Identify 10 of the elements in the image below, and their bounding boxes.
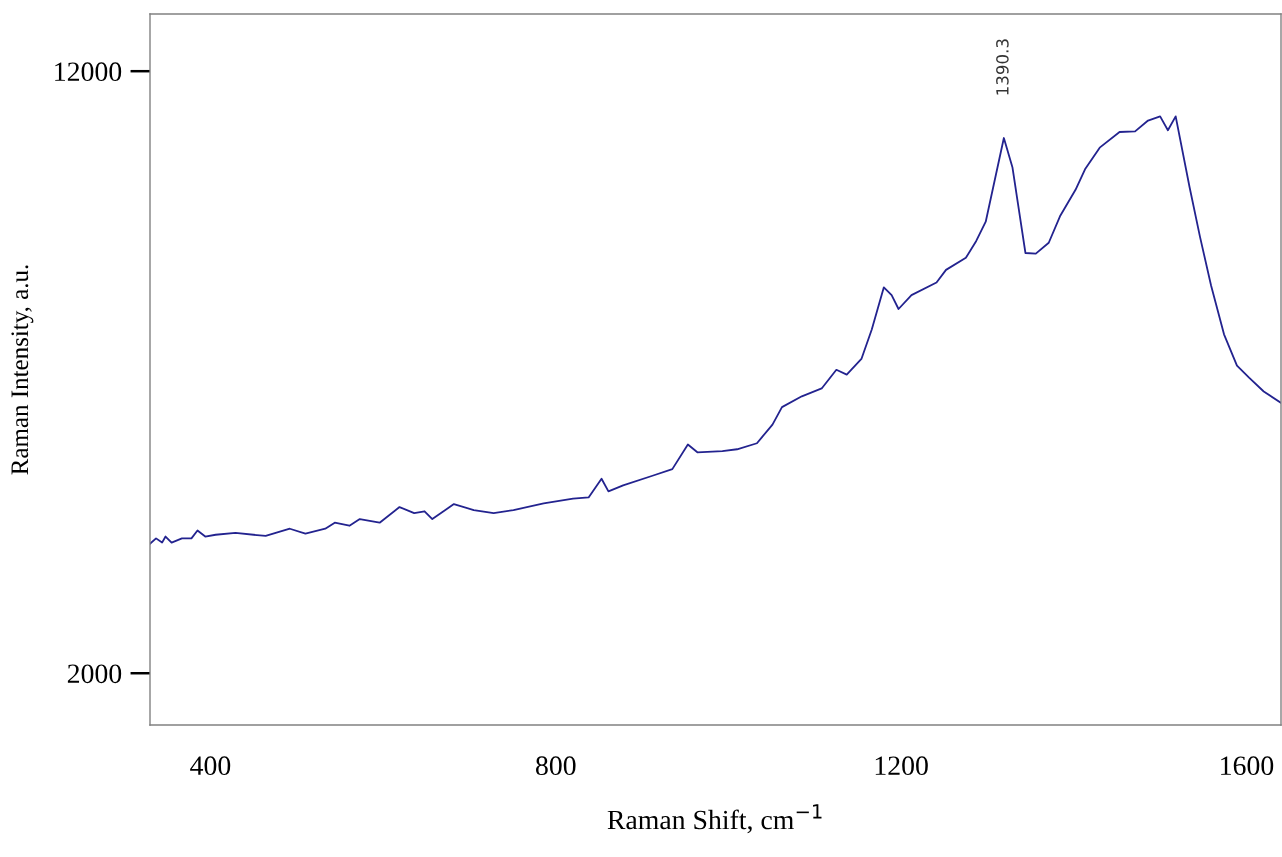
- y-tick-label: 12000: [55, 62, 122, 82]
- x-tick-label: 800: [536, 756, 576, 776]
- y-tick-label: 2000: [67, 664, 122, 684]
- line-series: [150, 115, 1281, 545]
- annotation: 1390.3: [996, 39, 1009, 95]
- x-tick-label: 1600: [1221, 756, 1274, 776]
- y-axis-title: Raman Intensity, a.u.: [11, 265, 34, 475]
- x-axis-title: Raman Shift, cm$^{−1}$: [607, 804, 822, 834]
- x-tick-label: 400: [190, 756, 231, 776]
- x-tick-label: 1200: [875, 756, 928, 776]
